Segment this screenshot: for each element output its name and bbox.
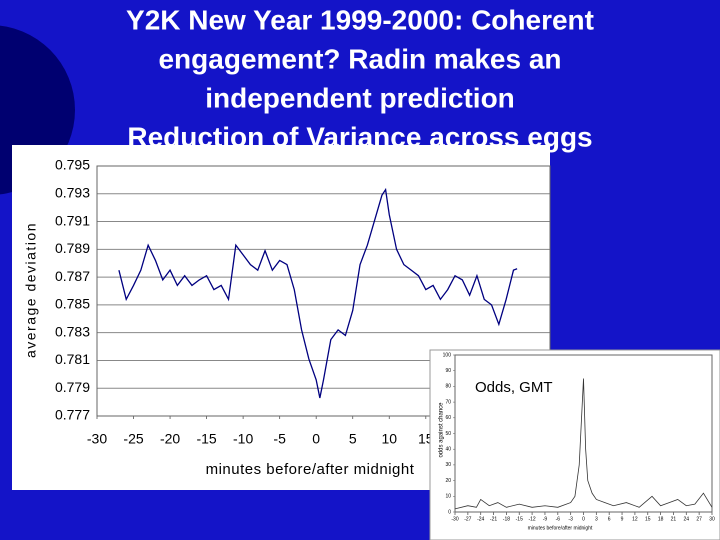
x-tick-label: -18 — [503, 516, 510, 522]
x-tick-label: 12 — [632, 516, 638, 522]
title-line: Y2K New Year 1999-2000: Coherent — [126, 4, 594, 35]
x-tick-label: -27 — [464, 516, 471, 522]
y-tick-label: 50 — [445, 431, 451, 437]
x-tick-label: -9 — [543, 516, 548, 522]
y-tick-label: 80 — [445, 384, 451, 390]
x-tick-label: 6 — [608, 516, 611, 522]
y-tick-label: 20 — [445, 478, 451, 484]
x-tick-label: -20 — [160, 431, 180, 447]
x-tick-label: -15 — [196, 431, 216, 447]
x-tick-label: 0 — [582, 516, 585, 522]
y-tick-label: 0.793 — [55, 184, 90, 200]
y-axis-label: average deviation — [23, 222, 39, 358]
x-tick-label: -10 — [233, 431, 253, 447]
y-tick-label: 0.783 — [55, 323, 90, 339]
x-tick-label: -12 — [528, 516, 535, 522]
x-tick-label: 18 — [658, 516, 664, 522]
x-tick-label: -24 — [477, 516, 484, 522]
y-tick-label: 100 — [443, 352, 452, 358]
x-tick-label: 10 — [381, 431, 397, 447]
y-tick-label: 0.789 — [55, 240, 90, 256]
title-line: independent prediction — [205, 82, 515, 113]
x-axis-label: minutes before/after midnight — [206, 461, 415, 478]
title-line: engagement? Radin makes an — [158, 43, 561, 74]
y-axis-label: odds against chance — [439, 402, 445, 458]
y-tick-label: 0.785 — [55, 296, 90, 312]
x-axis-label: minutes before/after midnight — [528, 525, 593, 531]
x-tick-label: 24 — [684, 516, 690, 522]
y-tick-label: 0.781 — [55, 351, 90, 367]
x-tick-label: -30 — [451, 516, 458, 522]
x-tick-label: 9 — [621, 516, 624, 522]
x-tick-label: 5 — [349, 431, 357, 447]
y-tick-label: 0 — [448, 509, 451, 515]
x-tick-label: 21 — [671, 516, 677, 522]
x-tick-label: -21 — [490, 516, 497, 522]
y-tick-label: 0.779 — [55, 379, 90, 395]
x-tick-label: -30 — [87, 431, 107, 447]
y-tick-label: 40 — [445, 447, 451, 453]
y-tick-label: 0.787 — [55, 268, 90, 284]
x-tick-label: 30 — [709, 516, 715, 522]
y-tick-label: 10 — [445, 494, 451, 500]
y-tick-label: 70 — [445, 399, 451, 405]
x-tick-label: 15 — [645, 516, 651, 522]
annotation: Odds, GMT — [475, 379, 553, 396]
y-tick-label: 0.795 — [55, 157, 90, 173]
y-tick-label: 30 — [445, 462, 451, 468]
y-tick-label: 90 — [445, 368, 451, 374]
x-tick-label: 27 — [696, 516, 702, 522]
data-line — [118, 187, 518, 399]
y-tick-label: 0.791 — [55, 212, 90, 228]
data-line — [454, 378, 713, 510]
inset-chart-panel — [429, 349, 720, 540]
x-tick-label: -5 — [273, 431, 286, 447]
plot-frame — [96, 165, 551, 417]
y-tick-label: 60 — [445, 415, 451, 421]
y-tick-label: 0.777 — [55, 407, 90, 423]
x-tick-label: -15 — [516, 516, 523, 522]
x-tick-label: -25 — [123, 431, 143, 447]
x-tick-label: 0 — [312, 431, 320, 447]
x-tick-label: 3 — [595, 516, 598, 522]
x-tick-label: -6 — [556, 516, 561, 522]
plot-frame — [454, 354, 713, 513]
x-tick-label: -3 — [568, 516, 573, 522]
